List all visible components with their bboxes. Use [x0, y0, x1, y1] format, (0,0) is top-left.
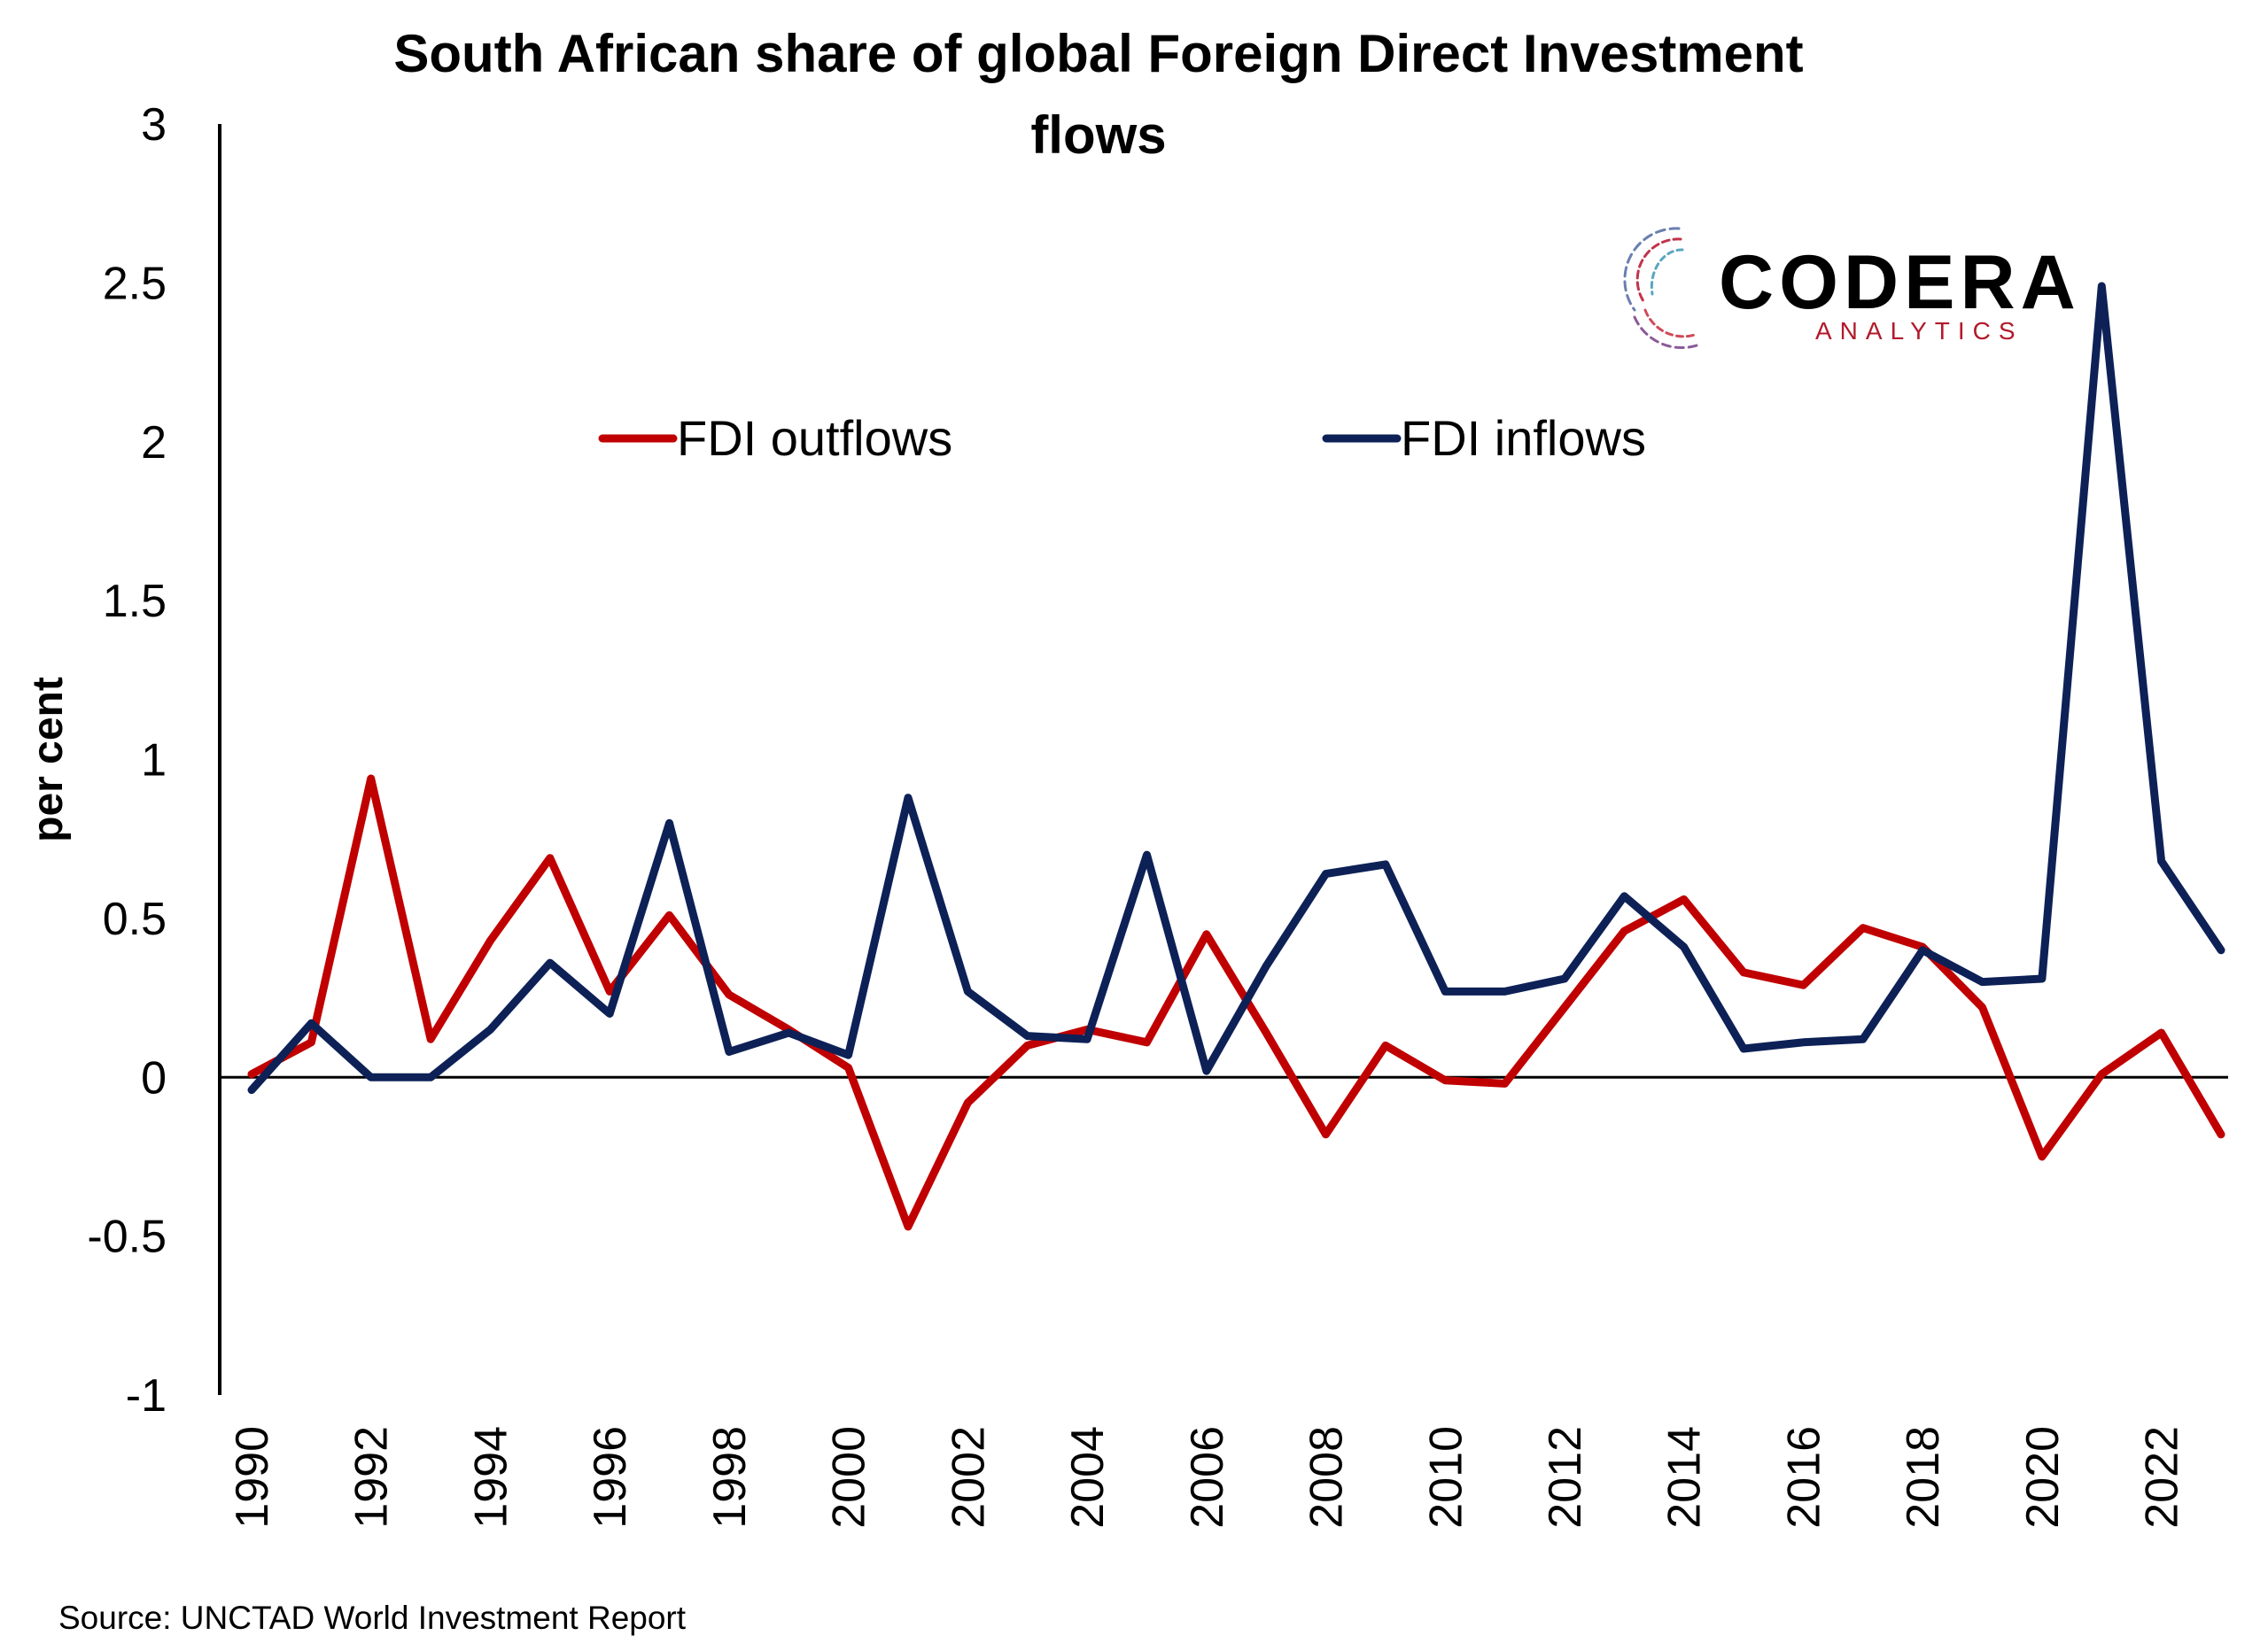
legend-label: FDI inflows	[1401, 410, 1646, 466]
y-tick-label: -1	[126, 1370, 167, 1422]
x-tick-label: 2018	[1898, 1426, 1949, 1529]
y-axis-label: per cent	[25, 677, 72, 842]
x-tick-label: 2002	[943, 1426, 994, 1529]
logo-wordmark: CODERA	[1719, 240, 2081, 325]
x-tick-label: 2012	[1540, 1426, 1591, 1529]
y-tick-label: 2.5	[103, 258, 167, 309]
x-tick-label: 2000	[824, 1426, 875, 1529]
x-tick-label: 2016	[1778, 1426, 1829, 1529]
y-tick-label: 2	[141, 417, 167, 469]
y-tick-label: 3	[141, 99, 167, 151]
x-tick-label: 2010	[1420, 1426, 1472, 1529]
y-tick-label: 1.5	[103, 576, 167, 627]
y-tick-label: -0.5	[87, 1212, 167, 1263]
codera-logo-mark-icon	[1623, 227, 1698, 350]
x-tick-label: 2006	[1182, 1426, 1233, 1529]
legend-label: FDI outflows	[677, 410, 952, 466]
series-line-fdi-inflows	[247, 282, 2225, 1095]
codera-logo: CODERA ANALYTICS	[1617, 213, 2076, 354]
x-tick-label: 1990	[227, 1426, 278, 1529]
y-tick-label: 1	[141, 735, 167, 787]
x-tick-label: 1998	[704, 1426, 756, 1529]
x-tick-label: 1992	[346, 1426, 398, 1529]
x-tick-label: 1994	[465, 1426, 517, 1529]
x-tick-label: 2022	[2137, 1426, 2188, 1529]
x-tick-label: 2008	[1301, 1426, 1353, 1529]
y-tick-label: 0.5	[103, 894, 167, 945]
series-line-fdi-outflows	[247, 774, 2225, 1231]
chart-title-line-1: South African share of global Foreign Di…	[393, 24, 1804, 83]
x-tick-label: 1996	[585, 1426, 636, 1529]
x-tick-label: 2020	[2017, 1426, 2069, 1529]
x-tick-label: 2004	[1062, 1426, 1114, 1529]
source-note: Source: UNCTAD World Investment Report	[58, 1600, 687, 1636]
y-tick-label: 0	[141, 1052, 167, 1104]
chart-title-line-2: flows	[1030, 105, 1167, 165]
x-tick-label: 2014	[1659, 1426, 1711, 1529]
logo-subtitle: ANALYTICS	[1815, 317, 2023, 345]
